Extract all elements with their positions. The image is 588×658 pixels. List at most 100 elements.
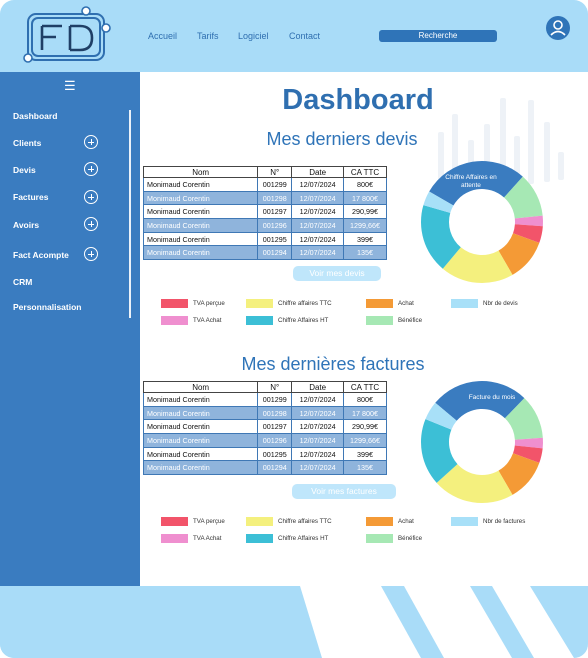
sidebar-divider (129, 110, 131, 318)
legend-swatch (366, 316, 393, 325)
bg-bar (500, 98, 506, 184)
plus-circle-icon[interactable] (84, 162, 98, 176)
donut-segment (504, 176, 543, 219)
devis-table: Nom N° Date CA TTC Monimaud Corentin 0012… (142, 166, 387, 261)
plus-circle-icon[interactable] (84, 247, 98, 261)
user-icon[interactable] (546, 16, 570, 40)
table-row[interactable]: Monimaud Corentin 001296 12/07/2024 1299,66… (142, 218, 387, 233)
cell-ca-ttc: 399€ (343, 446, 387, 462)
table-row[interactable]: Monimaud Corentin 001295 12/07/2024 399€ (142, 446, 387, 462)
footer-band (0, 586, 588, 658)
cell-numero: 001294 (257, 245, 293, 261)
cell-date: 12/07/2024 (291, 177, 345, 192)
cell-date: 12/07/2024 (291, 446, 345, 462)
bg-bar (452, 114, 458, 178)
legend-label: Achat (398, 300, 414, 307)
cell-ca-ttc: 800€ (343, 392, 387, 407)
cell-date: 12/07/2024 (291, 419, 345, 435)
cell-numero: 001296 (257, 218, 293, 233)
cell-date: 12/07/2024 (291, 204, 345, 220)
cell-numero: 001298 (257, 405, 293, 421)
donut-segment (425, 402, 457, 430)
cell-ca-ttc: 17 800€ (343, 190, 387, 206)
voir-factures-button[interactable]: Voir mes factures (292, 484, 396, 499)
column-header-nom[interactable]: Nom (142, 381, 259, 393)
legend-label: TVA Achat (193, 317, 222, 324)
table-row[interactable]: Monimaud Corentin 001295 12/07/2024 399€ (142, 231, 387, 247)
bg-bar (484, 124, 490, 184)
donut-segment (513, 445, 543, 463)
factures-donut-chart (421, 381, 543, 503)
cell-ca-ttc: 290,99€ (343, 204, 387, 220)
cell-ca-ttc: 1299,66€ (343, 433, 387, 448)
plus-circle-icon[interactable] (84, 217, 98, 231)
table-row[interactable]: Monimaud Corentin 001299 12/07/2024 800€ (142, 177, 387, 192)
column-header-nom[interactable]: Nom (142, 166, 259, 178)
table-row[interactable]: Monimaud Corentin 001296 12/07/2024 1299,66… (142, 433, 387, 448)
nav-tarifs[interactable]: Tarifs (197, 31, 219, 41)
sidebar-item-dashboard[interactable]: Dashboard (13, 111, 58, 121)
sidebar-item-factures[interactable]: Factures (13, 192, 49, 202)
column-header-date[interactable]: Date (291, 381, 345, 393)
plus-circle-icon[interactable] (84, 135, 98, 149)
plus-circle-icon[interactable] (84, 190, 98, 204)
bg-bar (544, 122, 550, 182)
table-row[interactable]: Monimaud Corentin 001298 12/07/2024 17 800€ (142, 190, 387, 206)
table-row[interactable]: Monimaud Corentin 001298 12/07/2024 17 800€ (142, 405, 387, 421)
sidebar-item-clients[interactable]: Clients (13, 138, 42, 148)
legend-swatch (161, 316, 188, 325)
donut-segment (429, 161, 523, 206)
cell-ca-ttc: 135€ (343, 460, 387, 476)
sidebar-item-devis[interactable]: Devis (13, 165, 36, 175)
factures-donut-label: Facture du mois (468, 394, 516, 401)
donut-segment (514, 437, 543, 449)
legend-swatch (246, 316, 273, 325)
fd-logo[interactable] (18, 4, 114, 68)
hamburger-icon[interactable]: ☰ (64, 78, 76, 93)
table-row[interactable]: Monimaud Corentin 001299 12/07/2024 800€ (142, 392, 387, 407)
legend-label: Chiffre affaires TTC (278, 518, 332, 525)
cell-date: 12/07/2024 (291, 231, 345, 247)
legend-swatch (366, 534, 393, 543)
header: Accueil Tarifs Logiciel Contact Recherch… (0, 0, 588, 72)
sidebar-item-fact-acompte[interactable]: Fact Acompte (13, 250, 69, 260)
column-header-ca-ttc[interactable]: CA TTC (343, 381, 387, 393)
donut-segment (421, 419, 458, 483)
column-header-numero[interactable]: N° (257, 166, 293, 178)
legend-label: Chiffre affaires TTC (278, 300, 332, 307)
nav-logiciel[interactable]: Logiciel (238, 31, 269, 41)
sidebar-item-personnalisation[interactable]: Personnalisation (13, 302, 82, 312)
search-bar[interactable]: Recherche (379, 30, 497, 42)
sidebar-item-crm[interactable]: CRM (13, 277, 33, 287)
column-header-numero[interactable]: N° (257, 381, 293, 393)
cell-numero: 001298 (257, 190, 293, 206)
devis-section-title: Mes derniers devis (266, 129, 418, 149)
factures-section-title: Mes dernières factures (241, 354, 425, 374)
nav-accueil[interactable]: Accueil (148, 31, 178, 41)
donut-segment (423, 191, 454, 213)
search-label: Recherche (418, 31, 458, 40)
nav-contact[interactable]: Contact (289, 31, 321, 41)
column-header-ca-ttc[interactable]: CA TTC (343, 166, 387, 178)
voir-devis-button[interactable]: Voir mes devis (293, 266, 381, 281)
donut-segment (436, 464, 513, 503)
legend-swatch (246, 299, 273, 308)
column-header-date[interactable]: Date (291, 166, 345, 178)
legend-swatch (161, 534, 188, 543)
devis-donut-label: Chiffre Affaires en attente (445, 174, 497, 189)
table-row[interactable]: Monimaud Corentin 001294 12/07/2024 135€ (142, 245, 387, 261)
cell-nom: Monimaud Corentin (142, 177, 259, 192)
cell-nom: Monimaud Corentin (142, 419, 259, 435)
sidebar: ☰ Dashboard Clients Devis Factures Avoir… (0, 72, 140, 586)
cell-numero: 001299 (257, 177, 293, 192)
table-row[interactable]: Monimaud Corentin 001297 12/07/2024 290,99€ (142, 204, 387, 220)
page-title: Dashboard (282, 84, 434, 116)
table-row[interactable]: Monimaud Corentin 001297 12/07/2024 290,99€ (142, 419, 387, 435)
bg-bar (558, 152, 564, 180)
donut-segment (498, 453, 540, 495)
legend-label: Chiffre Affaires HT (278, 535, 329, 542)
sidebar-item-avoirs[interactable]: Avoirs (13, 220, 40, 230)
legend-label: TVA perçue (193, 518, 225, 525)
table-row[interactable]: Monimaud Corentin 001294 12/07/2024 135€ (142, 460, 387, 476)
cell-numero: 001294 (257, 460, 293, 476)
